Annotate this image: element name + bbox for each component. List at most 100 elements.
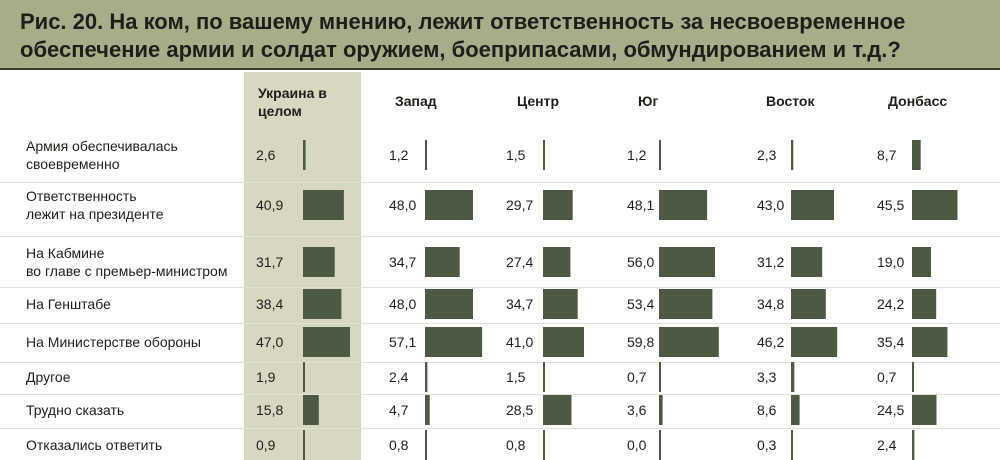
bar xyxy=(791,395,800,425)
data-label: 0,8 xyxy=(506,437,526,453)
data-label: 1,9 xyxy=(256,369,276,385)
data-label: 15,8 xyxy=(256,402,284,418)
row-label: На Кабмине во главе с премьер-министром xyxy=(26,244,227,280)
bar xyxy=(791,362,795,392)
bar xyxy=(425,395,430,425)
column-header-line: Запад xyxy=(395,93,437,109)
data-label: 2,4 xyxy=(389,369,409,385)
data-label: 1,2 xyxy=(627,147,647,163)
data-label: 4,7 xyxy=(389,402,409,418)
bar xyxy=(303,289,342,319)
row-label-line: Армия обеспечивалась xyxy=(26,138,178,154)
data-label: 8,6 xyxy=(757,402,777,418)
bar xyxy=(791,327,838,357)
row-separator xyxy=(0,394,1000,395)
row-label-line: во главе с премьер-министром xyxy=(26,263,228,279)
bar xyxy=(425,247,460,277)
bar xyxy=(791,247,823,277)
bar xyxy=(543,247,571,277)
data-label: 24,2 xyxy=(877,296,905,312)
bar xyxy=(659,430,661,460)
bar xyxy=(912,289,937,319)
data-label: 34,7 xyxy=(506,296,534,312)
bar xyxy=(543,327,584,357)
column-header: Центр xyxy=(517,92,559,110)
data-label: 2,4 xyxy=(877,437,897,453)
row-label: На Генштабе xyxy=(26,295,111,313)
row-label: Трудно сказать xyxy=(26,401,124,419)
bar xyxy=(912,327,948,357)
chart-header: Рис. 20. На ком, по вашему мнению, лежит… xyxy=(0,0,1000,70)
data-label: 0,9 xyxy=(256,437,276,453)
bar xyxy=(659,395,663,425)
data-label: 53,4 xyxy=(627,296,655,312)
bar xyxy=(543,362,545,392)
row-label: На Министерстве обороны xyxy=(26,333,201,351)
row-separator xyxy=(0,323,1000,324)
bar xyxy=(303,327,350,357)
data-label: 48,0 xyxy=(389,197,417,213)
row-separator xyxy=(0,182,1000,183)
column-header-line: Восток xyxy=(766,93,815,109)
data-label: 48,0 xyxy=(389,296,417,312)
row-separator xyxy=(0,287,1000,288)
data-label: 8,7 xyxy=(877,147,897,163)
bar xyxy=(659,140,661,170)
data-label: 1,5 xyxy=(506,147,526,163)
row-label: Армия обеспечивалась своевременно xyxy=(26,137,178,173)
bar xyxy=(303,362,305,392)
data-label: 0,0 xyxy=(627,437,647,453)
bar xyxy=(303,247,335,277)
column-header: Восток xyxy=(766,92,815,110)
data-label: 48,1 xyxy=(627,197,655,213)
bar xyxy=(659,190,708,220)
bar xyxy=(912,140,921,170)
data-label: 0,7 xyxy=(877,369,897,385)
bar xyxy=(791,430,793,460)
data-label: 59,8 xyxy=(627,334,655,350)
bar xyxy=(912,395,937,425)
data-label: 2,6 xyxy=(256,147,276,163)
data-label: 41,0 xyxy=(506,334,534,350)
data-label: 47,0 xyxy=(256,334,284,350)
bar xyxy=(425,430,427,460)
row-separator xyxy=(0,236,1000,237)
column-header: Украина в целом xyxy=(258,84,327,120)
bar xyxy=(543,430,545,460)
data-label: 57,1 xyxy=(389,334,417,350)
bar xyxy=(791,140,794,170)
bar xyxy=(912,190,958,220)
column-header-line: целом xyxy=(258,103,302,119)
row-label-line: Трудно сказать xyxy=(26,402,125,418)
bar xyxy=(791,190,834,220)
bar xyxy=(791,289,826,319)
row-label-line: лежит на президенте xyxy=(26,206,164,222)
highlight-column-ukraine xyxy=(244,72,361,460)
data-label: 43,0 xyxy=(757,197,785,213)
bar xyxy=(543,395,572,425)
row-label-line: На Министерстве обороны xyxy=(26,334,201,350)
column-header: Юг xyxy=(638,92,658,110)
bar xyxy=(425,140,427,170)
bar xyxy=(543,140,545,170)
bar xyxy=(303,190,344,220)
data-label: 19,0 xyxy=(877,254,905,270)
row-label: Отказались ответить xyxy=(26,436,162,454)
data-label: 0,3 xyxy=(757,437,777,453)
data-label: 38,4 xyxy=(256,296,284,312)
column-header-line: Юг xyxy=(638,93,659,109)
row-label-line: На Генштабе xyxy=(26,296,111,312)
data-label: 28,5 xyxy=(506,402,534,418)
bar xyxy=(425,327,483,357)
data-label: 3,6 xyxy=(627,402,647,418)
data-label: 40,9 xyxy=(256,197,284,213)
bar xyxy=(425,289,473,319)
data-label: 3,3 xyxy=(757,369,777,385)
data-label: 24,5 xyxy=(877,402,905,418)
row-label-line: На Кабмине xyxy=(26,245,105,261)
data-label: 31,7 xyxy=(256,254,284,270)
bar xyxy=(659,289,713,319)
bar xyxy=(543,190,573,220)
bar xyxy=(912,362,914,392)
